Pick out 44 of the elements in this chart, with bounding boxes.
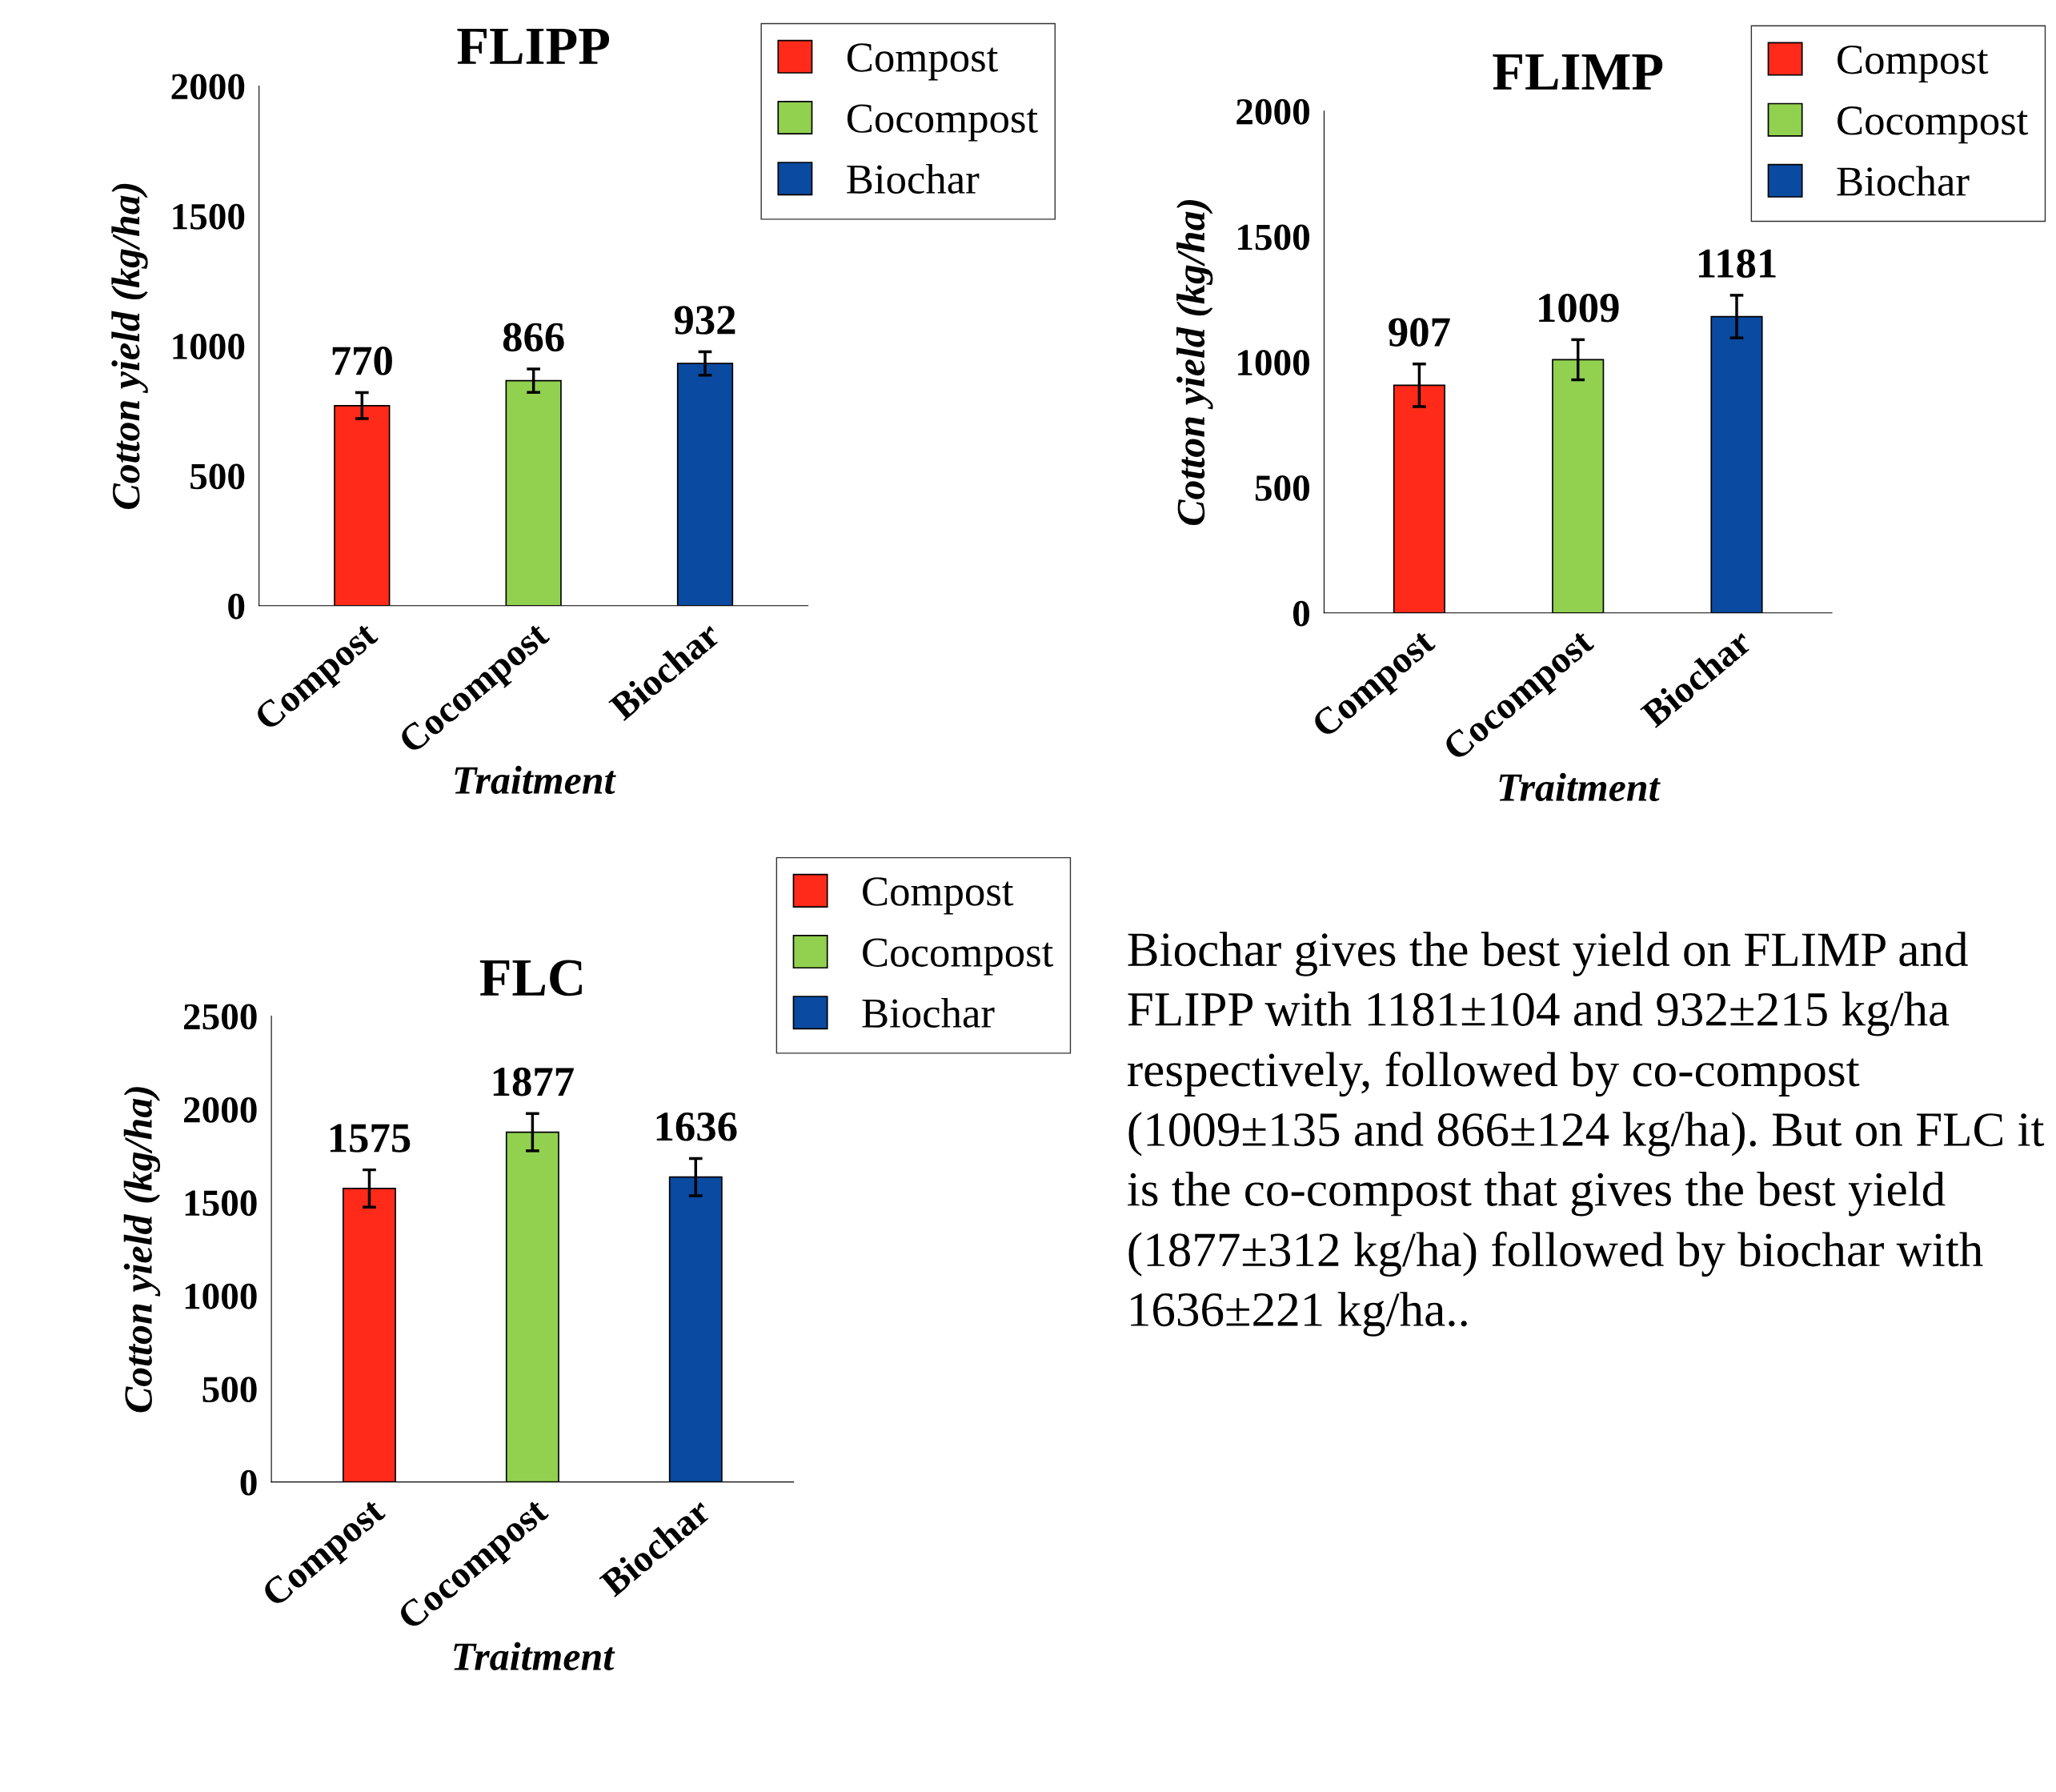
data-label: 866 xyxy=(503,323,564,352)
y-axis-title: Cotton yield (kg/ha) xyxy=(123,1087,161,1413)
y-axis-title: Cotton yield (kg/ha) xyxy=(1176,199,1213,526)
y-tick-label: 500 xyxy=(190,463,245,490)
legend-label: Cocompost xyxy=(863,938,1054,976)
legend-label: Cocompost xyxy=(847,104,1038,142)
y-tick-label: 500 xyxy=(1255,475,1309,501)
y-tick-label: 1500 xyxy=(173,203,245,230)
legend-label: Compost xyxy=(863,877,1014,915)
data-label: 770 xyxy=(332,347,392,375)
y-tick-label: 2000 xyxy=(171,74,245,100)
data-label: 1636 xyxy=(656,1112,737,1141)
legend-label: Compost xyxy=(847,43,999,81)
y-tick-label: 2000 xyxy=(183,1096,257,1123)
y-tick-label: 2000 xyxy=(1236,98,1309,125)
data-label: 1009 xyxy=(1539,293,1619,323)
chart-title: FLC xyxy=(479,960,582,996)
data-label: 1877 xyxy=(493,1067,574,1096)
y-tick-label: 2500 xyxy=(183,1004,257,1030)
y-tick-label: 1500 xyxy=(185,1190,257,1217)
data-label: 1181 xyxy=(1698,249,1776,279)
chart-title: FLIPP xyxy=(457,29,610,64)
y-tick-label: 500 xyxy=(202,1377,257,1403)
data-label: 907 xyxy=(1389,318,1450,347)
y-tick-label: 1000 xyxy=(1238,350,1309,376)
legend-label: Biochar xyxy=(847,163,980,194)
x-axis-title: Traitment xyxy=(454,1642,615,1670)
data-label: 1575 xyxy=(330,1124,411,1153)
x-axis-title: Traitment xyxy=(455,765,616,795)
y-tick-label: 1000 xyxy=(185,1283,257,1309)
y-tick-label: 0 xyxy=(240,1469,257,1496)
data-label: 932 xyxy=(674,306,735,335)
y-tick-label: 1000 xyxy=(173,334,245,359)
x-axis-title: Traitment xyxy=(1499,772,1661,801)
y-tick-label: 1500 xyxy=(1238,224,1309,251)
text: Biochar gives the best yield on FLIMP and FLIPP with 1181±104 and 932±215 kg/ha respectively, followed by co-compost (1009±135 and 866±124 kg/ha). But on FLC it is the co-compost that gives the best yield (1877±312 kg/ha) followed by biochar with 1636±221 kg/ha.. xyxy=(1128,932,2045,1337)
y-tick-label: 0 xyxy=(228,593,245,619)
chart-title: FLIMP xyxy=(1493,54,1663,90)
legend-label: Cocompost xyxy=(1838,106,2029,144)
legend-label: Biochar xyxy=(1837,166,1970,196)
legend-label: Compost xyxy=(1838,45,1989,83)
legend-label: Biochar xyxy=(862,997,995,1028)
y-axis-title: Cotton yield (kg/ha) xyxy=(111,183,148,509)
y-tick-label: 0 xyxy=(1293,600,1309,627)
